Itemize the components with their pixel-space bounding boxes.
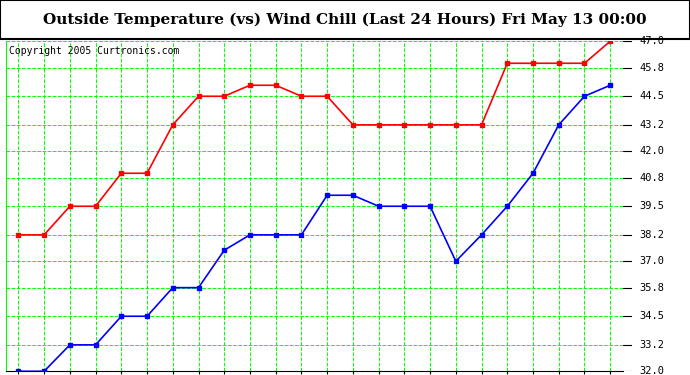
Text: 43.2: 43.2 xyxy=(639,120,664,130)
Text: 42.0: 42.0 xyxy=(639,146,664,156)
Text: 38.2: 38.2 xyxy=(639,230,664,240)
Text: 34.5: 34.5 xyxy=(639,311,664,321)
Text: 45.8: 45.8 xyxy=(639,63,664,73)
Text: 33.2: 33.2 xyxy=(639,340,664,350)
Text: 44.5: 44.5 xyxy=(639,91,664,101)
Text: 32.0: 32.0 xyxy=(639,366,664,375)
Text: 37.0: 37.0 xyxy=(639,256,664,266)
Text: 47.0: 47.0 xyxy=(639,36,664,46)
Text: 40.8: 40.8 xyxy=(639,172,664,183)
Text: 39.5: 39.5 xyxy=(639,201,664,211)
Text: Outside Temperature (vs) Wind Chill (Last 24 Hours) Fri May 13 00:00: Outside Temperature (vs) Wind Chill (Las… xyxy=(43,12,647,27)
Text: 35.8: 35.8 xyxy=(639,283,664,292)
FancyBboxPatch shape xyxy=(0,0,690,39)
Text: Copyright 2005 Curtronics.com: Copyright 2005 Curtronics.com xyxy=(8,46,179,56)
